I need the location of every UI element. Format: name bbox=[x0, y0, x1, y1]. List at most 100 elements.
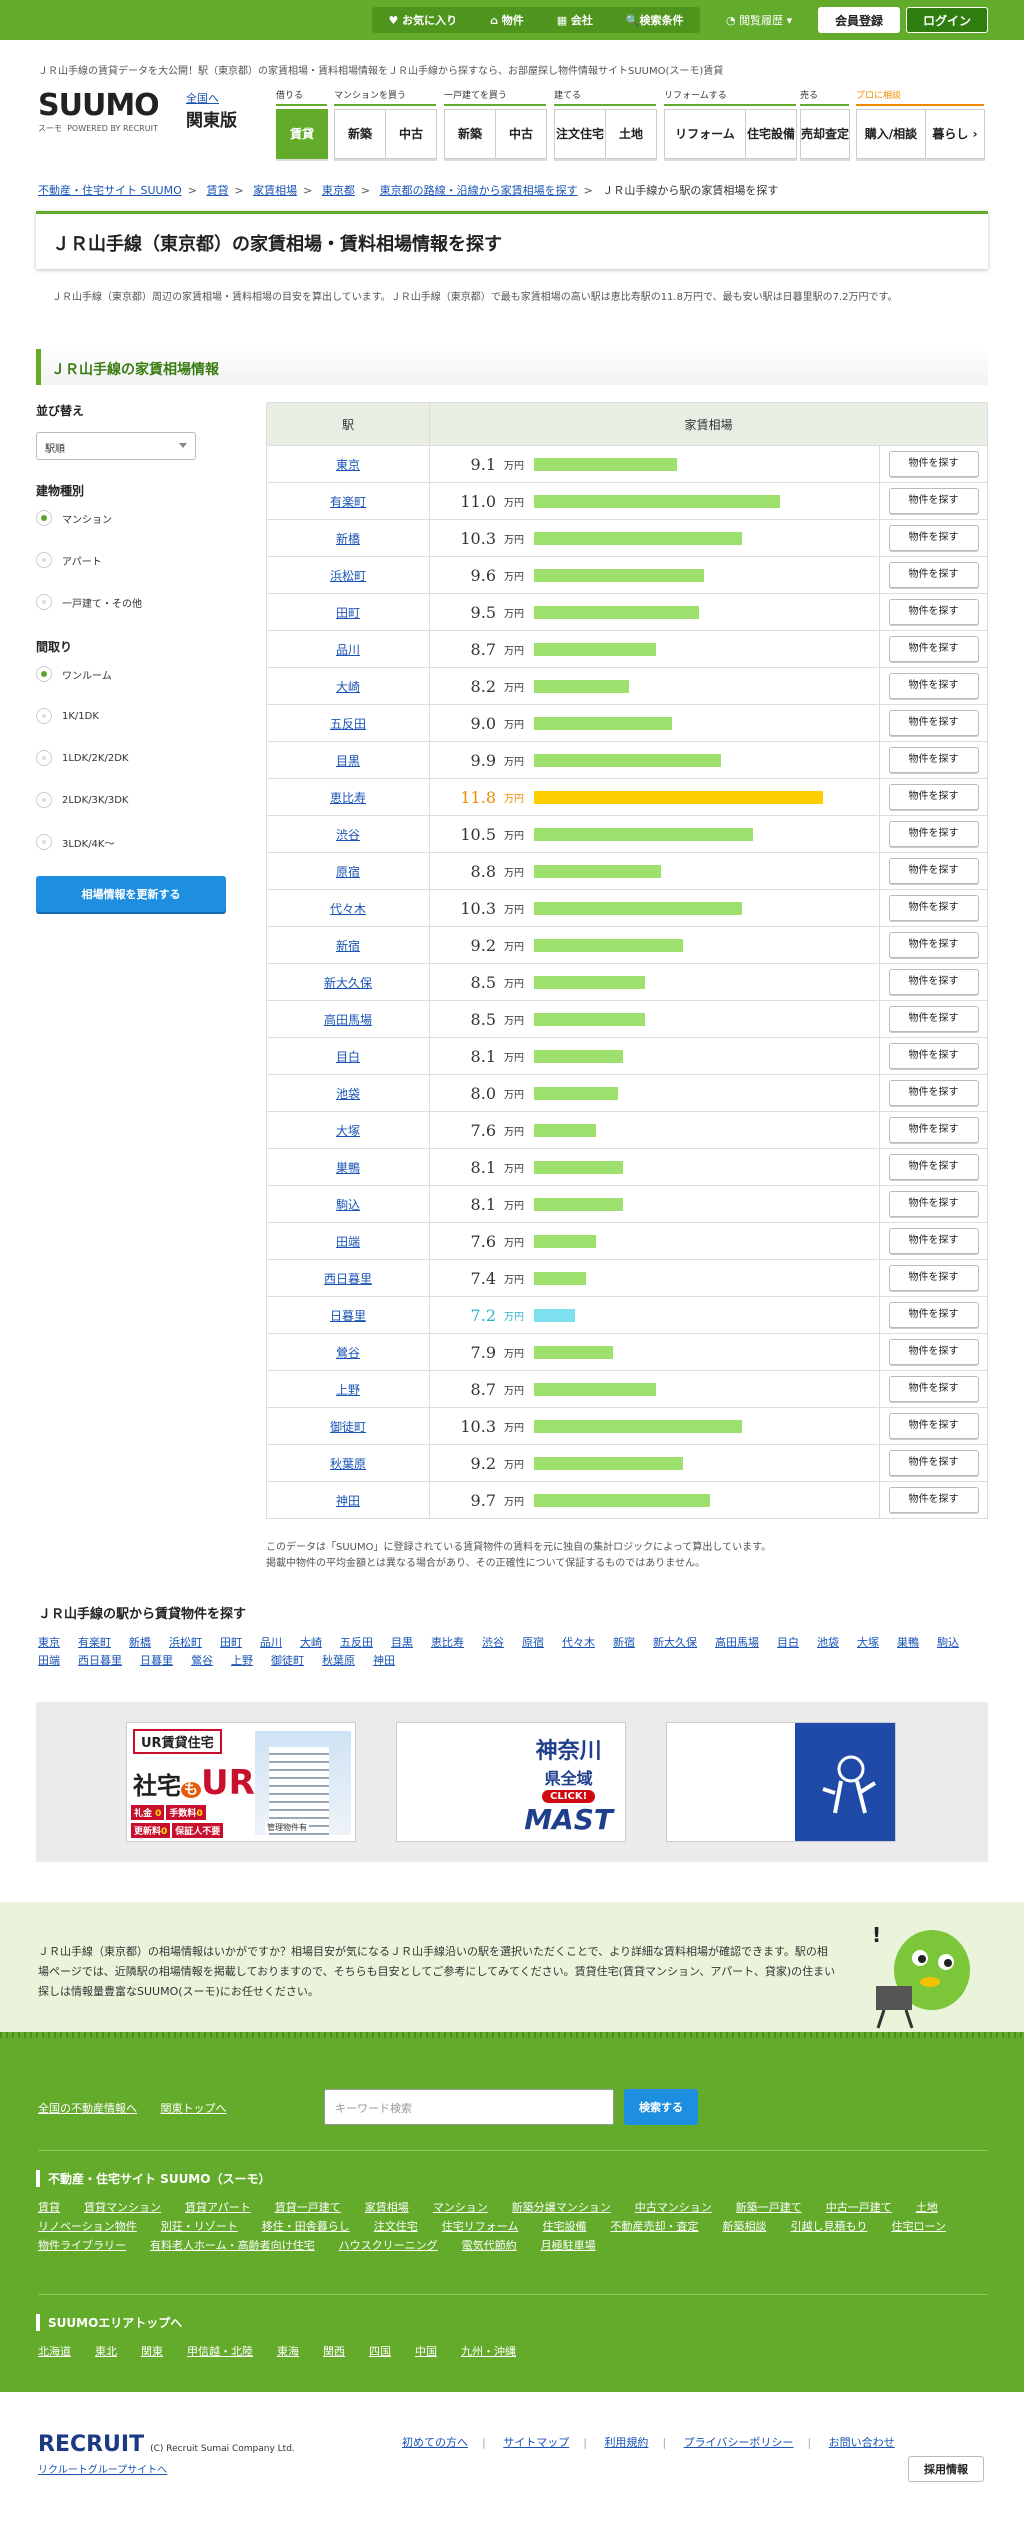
station-link[interactable]: 田端 bbox=[38, 1654, 60, 1667]
radio-1k[interactable]: 1K/1DK bbox=[36, 708, 99, 724]
station-link[interactable]: 品川 bbox=[335, 642, 360, 657]
search-property-button[interactable]: 物件を探す bbox=[888, 858, 979, 884]
station-link[interactable]: 御徒町 bbox=[271, 1654, 304, 1667]
footer-area-link[interactable]: 中国 bbox=[415, 2345, 437, 2358]
radio-house[interactable]: 一戸建て・その他 bbox=[36, 594, 142, 610]
breadcrumb-item[interactable]: 東京都の路線・沿線から家賃相場を探す bbox=[379, 184, 578, 197]
search-property-button[interactable]: 物件を探す bbox=[888, 1487, 979, 1513]
footer-site-link[interactable]: 月極駐車場 bbox=[540, 2239, 596, 2252]
footer-site-link[interactable]: 注文住宅 bbox=[373, 2220, 418, 2233]
station-link[interactable]: 高田馬場 bbox=[715, 1636, 759, 1649]
station-link[interactable]: 秋葉原 bbox=[329, 1456, 366, 1471]
nav-item-rental[interactable]: 賃貸 bbox=[276, 109, 328, 159]
nav-item-equipment[interactable]: 住宅設備 bbox=[745, 109, 797, 159]
footer-site-link[interactable]: 土地 bbox=[915, 2201, 938, 2214]
search-property-button[interactable]: 物件を探す bbox=[888, 1413, 979, 1439]
station-link[interactable]: 新橋 bbox=[129, 1636, 151, 1649]
history-dropdown[interactable]: ◔ 閲覧履歴 ▾ bbox=[726, 14, 793, 27]
ad-banner[interactable] bbox=[666, 1722, 896, 1842]
station-link[interactable]: 巣鴨 bbox=[897, 1636, 919, 1649]
footer-site-link[interactable]: 別荘・リゾート bbox=[160, 2220, 238, 2233]
footer-site-link[interactable]: 新築分譲マンション bbox=[511, 2201, 611, 2214]
group-site-link[interactable]: リクルートグループサイトへ bbox=[38, 2465, 168, 2476]
station-link[interactable]: 渋谷 bbox=[335, 827, 360, 842]
footer-area-link[interactable]: 甲信越・北陸 bbox=[187, 2345, 253, 2358]
search-property-button[interactable]: 物件を探す bbox=[888, 1080, 979, 1106]
station-link[interactable]: 新宿 bbox=[335, 938, 360, 953]
radio-1ldk[interactable]: 1LDK/2K/2DK bbox=[36, 750, 128, 766]
station-link[interactable]: 大塚 bbox=[857, 1636, 879, 1649]
breadcrumb-item[interactable]: 家賃相場 bbox=[253, 184, 298, 197]
nav-item-living[interactable]: 暮らし › bbox=[925, 109, 985, 159]
search-property-button[interactable]: 物件を探す bbox=[888, 1376, 979, 1402]
search-property-button[interactable]: 物件を探す bbox=[888, 636, 979, 662]
footer-site-link[interactable]: 有料老人ホーム・高齢者向け住宅 bbox=[150, 2239, 315, 2252]
station-link[interactable]: 田町 bbox=[220, 1636, 242, 1649]
footer-site-link[interactable]: マンション bbox=[432, 2201, 488, 2214]
station-link[interactable]: 品川 bbox=[260, 1636, 282, 1649]
breadcrumb-item[interactable]: 東京都 bbox=[321, 184, 355, 197]
search-property-button[interactable]: 物件を探す bbox=[888, 1265, 979, 1291]
breadcrumb-item[interactable]: 不動産・住宅サイト SUUMO bbox=[38, 184, 182, 197]
national-link[interactable]: 全国へ bbox=[186, 92, 219, 105]
footer-link-sitemap[interactable]: サイトマップ bbox=[503, 2436, 570, 2449]
search-property-button[interactable]: 物件を探す bbox=[888, 488, 979, 514]
footer-site-link[interactable]: 物件ライブラリー bbox=[38, 2239, 126, 2252]
station-link[interactable]: 神田 bbox=[335, 1493, 360, 1508]
footer-site-link[interactable]: リノベーション物件 bbox=[38, 2220, 137, 2233]
station-link[interactable]: 大崎 bbox=[335, 679, 360, 694]
nav-item-sell-appraisal[interactable]: 売却査定 bbox=[800, 109, 850, 159]
footer-area-link[interactable]: 北海道 bbox=[38, 2345, 71, 2358]
station-link[interactable]: 五反田 bbox=[340, 1636, 373, 1649]
footer-site-link[interactable]: 賃貸マンション bbox=[84, 2201, 161, 2214]
footer-site-link[interactable]: 住宅設備 bbox=[542, 2220, 587, 2233]
radio-one-room[interactable]: ワンルーム bbox=[36, 666, 112, 682]
station-link[interactable]: 巣鴨 bbox=[335, 1160, 360, 1175]
station-link[interactable]: 目黒 bbox=[391, 1636, 413, 1649]
ur-banner[interactable]: UR賃貸住宅 社宅 もUR 礼金 0 手数料0 更新料0 保証人不要 管理物件有 bbox=[126, 1722, 356, 1842]
footer-site-link[interactable]: ハウスクリーニング bbox=[338, 2239, 438, 2252]
station-link[interactable]: 恵比寿 bbox=[431, 1636, 464, 1649]
search-property-button[interactable]: 物件を探す bbox=[888, 562, 979, 588]
station-link[interactable]: 浜松町 bbox=[169, 1636, 202, 1649]
station-link[interactable]: 目黒 bbox=[335, 753, 360, 768]
station-link[interactable]: 田端 bbox=[335, 1234, 360, 1249]
search-property-button[interactable]: 物件を探す bbox=[888, 1154, 979, 1180]
search-property-button[interactable]: 物件を探す bbox=[888, 1302, 979, 1328]
login-button[interactable]: ログイン bbox=[906, 7, 988, 33]
mast-banner[interactable]: 神奈川 県全域 CLICK! MAST bbox=[396, 1722, 626, 1842]
footer-site-link[interactable]: 新築一戸建て bbox=[735, 2201, 802, 2214]
nav-item-new-house[interactable]: 新築 bbox=[444, 109, 496, 159]
search-property-button[interactable]: 物件を探す bbox=[888, 1117, 979, 1143]
nav-item-reform[interactable]: リフォーム bbox=[664, 109, 746, 159]
company-link[interactable]: ▦ 会社 bbox=[556, 14, 593, 27]
station-link[interactable]: 五反田 bbox=[329, 716, 366, 731]
sort-select[interactable]: 駅順 bbox=[36, 432, 196, 460]
search-property-button[interactable]: 物件を探す bbox=[888, 1191, 979, 1217]
footer-site-link[interactable]: 賃貸一戸建て bbox=[274, 2201, 341, 2214]
search-property-button[interactable]: 物件を探す bbox=[888, 969, 979, 995]
register-button[interactable]: 会員登録 bbox=[818, 7, 900, 33]
nav-item-custom-house[interactable]: 注文住宅 bbox=[554, 109, 606, 159]
keyword-search-button[interactable]: 検索する bbox=[624, 2089, 698, 2125]
search-property-button[interactable]: 物件を探す bbox=[888, 1450, 979, 1476]
footer-link-first-time[interactable]: 初めての方へ bbox=[402, 2436, 468, 2449]
footer-site-link[interactable]: 新築相談 bbox=[722, 2220, 767, 2233]
footer-area-link[interactable]: 九州・沖縄 bbox=[461, 2345, 516, 2358]
station-link[interactable]: 新橋 bbox=[335, 531, 360, 546]
nav-item-new-mansion[interactable]: 新築 bbox=[334, 109, 386, 159]
footer-site-link[interactable]: 引越し見積もり bbox=[790, 2220, 868, 2233]
footer-site-link[interactable]: 移住・田舎暮らし bbox=[261, 2220, 350, 2233]
station-link[interactable]: 鶯谷 bbox=[191, 1654, 213, 1667]
station-link[interactable]: 新大久保 bbox=[653, 1636, 697, 1649]
station-link[interactable]: 東京 bbox=[335, 457, 360, 472]
search-property-button[interactable]: 物件を探す bbox=[888, 1043, 979, 1069]
property-link[interactable]: ⌂ 物件 bbox=[490, 14, 524, 27]
footer-site-link[interactable]: 住宅リフォーム bbox=[441, 2220, 519, 2233]
station-link[interactable]: 目白 bbox=[777, 1636, 799, 1649]
station-link[interactable]: 田町 bbox=[335, 605, 360, 620]
station-link[interactable]: 大崎 bbox=[300, 1636, 322, 1649]
station-link[interactable]: 池袋 bbox=[335, 1086, 360, 1101]
search-property-button[interactable]: 物件を探す bbox=[888, 451, 979, 477]
station-link[interactable]: 有楽町 bbox=[329, 494, 366, 509]
